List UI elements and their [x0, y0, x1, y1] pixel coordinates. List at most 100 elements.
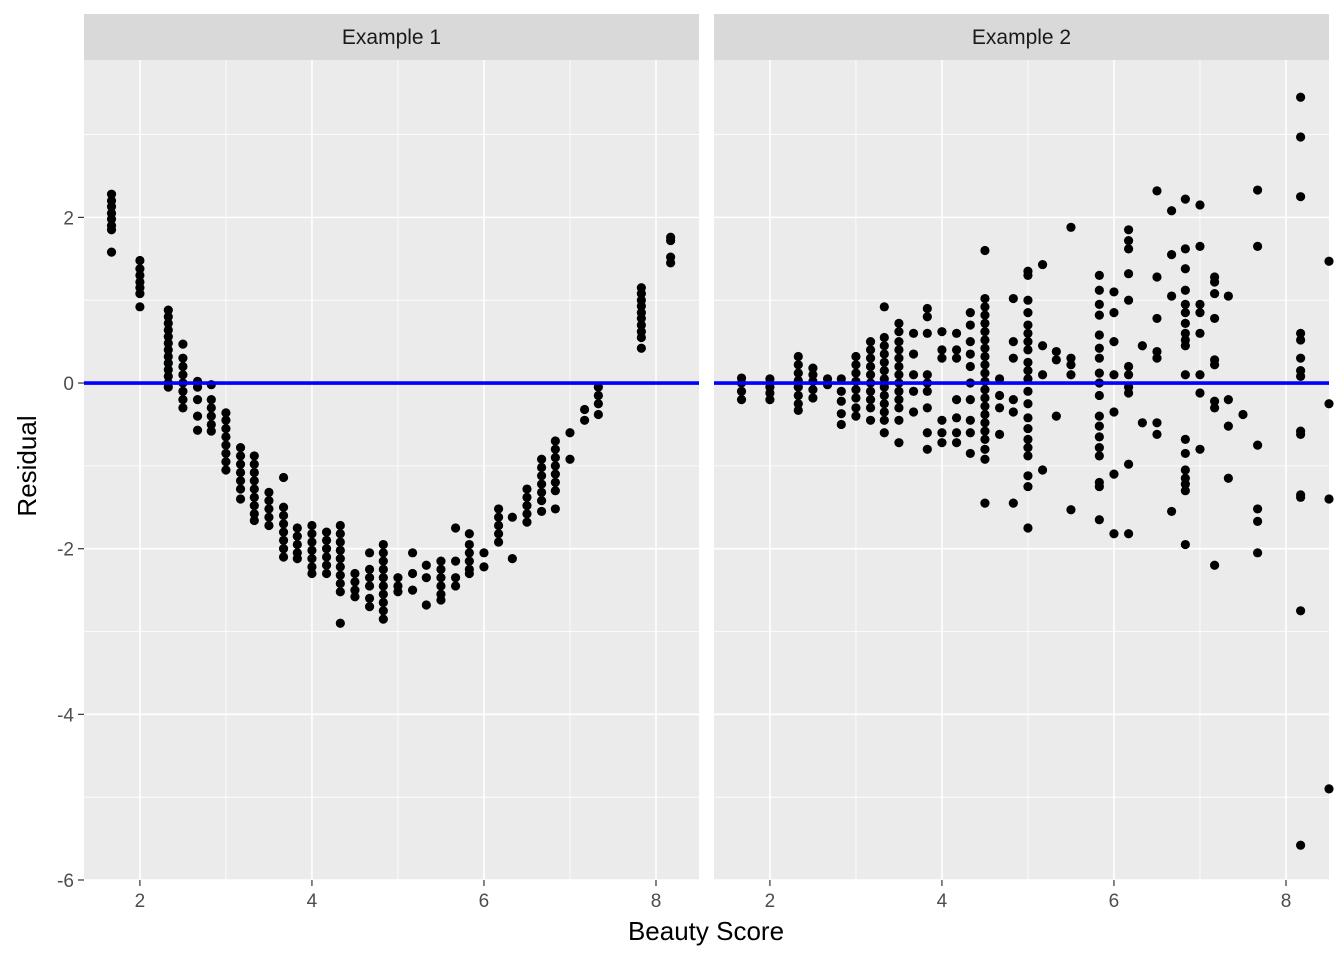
- data-point: [163, 312, 173, 322]
- data-point: [307, 537, 317, 547]
- data-point: [135, 288, 145, 299]
- data-point: [1008, 498, 1018, 508]
- data-point: [321, 568, 332, 579]
- data-point: [894, 318, 904, 328]
- facet-panel-1: Example 1 2 4 6 8 -6 -4 -2 0 2: [57, 14, 699, 912]
- data-point: [1109, 308, 1119, 318]
- data-point: [894, 403, 904, 413]
- data-point: [851, 411, 861, 421]
- data-point: [1066, 222, 1076, 232]
- data-point: [1253, 440, 1263, 450]
- data-point: [407, 548, 418, 558]
- data-point: [163, 325, 173, 335]
- data-point: [178, 370, 188, 380]
- data-point: [493, 504, 504, 514]
- data-point: [536, 487, 547, 497]
- data-point: [1109, 370, 1119, 380]
- data-point: [135, 264, 145, 274]
- data-point: [865, 353, 876, 363]
- data-point: [980, 245, 990, 256]
- data-point: [550, 444, 560, 454]
- data-point: [765, 374, 775, 384]
- data-point: [1180, 285, 1190, 295]
- data-point: [1195, 328, 1205, 338]
- data-point: [965, 308, 975, 318]
- data-point: [307, 568, 317, 579]
- data-point: [1195, 299, 1205, 309]
- data-point: [550, 461, 560, 471]
- data-point: [536, 454, 547, 464]
- data-point: [793, 368, 803, 378]
- data-point: [793, 405, 803, 415]
- data-point: [1195, 308, 1205, 318]
- data-point: [980, 360, 990, 370]
- data-point: [192, 382, 203, 392]
- data-point: [335, 570, 345, 580]
- data-point: [1094, 310, 1104, 320]
- data-point: [1180, 370, 1190, 380]
- data-point: [235, 494, 246, 504]
- data-point: [1166, 250, 1177, 260]
- data-point: [1180, 318, 1190, 328]
- data-point: [1037, 370, 1048, 380]
- data-point: [106, 189, 117, 199]
- data-point: [249, 509, 259, 519]
- data-point: [1037, 465, 1048, 475]
- data-point: [221, 423, 231, 434]
- x-tick-label: 6: [1109, 891, 1120, 912]
- data-point: [364, 593, 375, 603]
- data-point: [894, 415, 904, 425]
- data-point: [235, 443, 246, 453]
- data-point: [1123, 388, 1134, 398]
- data-point: [994, 390, 1005, 401]
- data-point: [350, 568, 360, 579]
- data-point: [550, 469, 560, 479]
- data-point: [1023, 270, 1033, 280]
- data-point: [1152, 313, 1162, 324]
- data-point: [407, 585, 418, 595]
- data-point: [1094, 390, 1104, 401]
- data-point: [879, 399, 889, 409]
- data-point: [421, 600, 431, 610]
- data-point: [1023, 471, 1033, 481]
- data-point: [980, 351, 990, 362]
- data-point: [994, 429, 1005, 439]
- data-point: [135, 302, 145, 312]
- plot-panel-background: [84, 60, 699, 880]
- data-point: [1123, 295, 1134, 305]
- data-point: [808, 385, 818, 395]
- data-point: [736, 386, 747, 396]
- data-point: [1094, 368, 1104, 378]
- data-point: [163, 358, 173, 368]
- data-point: [335, 529, 345, 539]
- data-point: [135, 270, 145, 280]
- data-point: [1210, 277, 1220, 287]
- data-point: [550, 452, 560, 463]
- data-point: [235, 467, 246, 478]
- data-point: [980, 385, 990, 395]
- data-point: [522, 492, 532, 502]
- data-point: [1051, 346, 1061, 357]
- data-point: [335, 578, 345, 589]
- data-point: [1296, 92, 1306, 102]
- data-point: [1137, 418, 1147, 428]
- data-point: [980, 498, 990, 508]
- data-point: [879, 415, 889, 425]
- data-point: [736, 394, 747, 405]
- data-point: [980, 335, 990, 345]
- facet-strip: [84, 14, 699, 60]
- data-point: [580, 415, 590, 425]
- data-point: [536, 471, 547, 481]
- data-point: [536, 496, 547, 506]
- data-point: [865, 370, 876, 380]
- data-point: [364, 602, 375, 612]
- data-point: [851, 385, 861, 395]
- data-point: [522, 509, 532, 519]
- plot-panel-background: [714, 60, 1329, 880]
- data-point: [1094, 451, 1104, 461]
- data-point: [922, 370, 932, 380]
- data-point: [879, 407, 889, 417]
- data-point: [1210, 360, 1220, 370]
- y-tick-label: 0: [63, 374, 74, 395]
